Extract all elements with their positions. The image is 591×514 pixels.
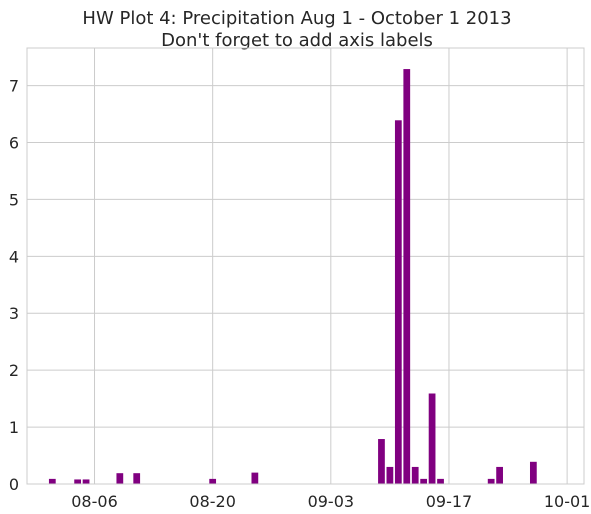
precipitation-bar (133, 473, 140, 484)
y-tick-label: 4 (9, 247, 19, 266)
x-axis-ticks: 08-06 08-20 09-03 09-17 10-01 (71, 492, 590, 511)
y-tick-label: 5 (9, 190, 19, 209)
y-tick-label: 7 (9, 77, 19, 96)
x-tick-label: 10-01 (544, 492, 591, 511)
precipitation-bar (530, 462, 537, 484)
x-tick-label: 08-06 (71, 492, 118, 511)
precipitation-bar (429, 393, 436, 484)
precipitation-bar (437, 479, 444, 484)
precipitation-bar (395, 120, 402, 484)
precipitation-bar (74, 479, 81, 484)
precipitation-bar (378, 439, 385, 484)
precipitation-bar (387, 467, 394, 484)
precipitation-bar (83, 479, 90, 484)
x-tick-label: 09-17 (426, 492, 473, 511)
bars (49, 69, 537, 484)
y-tick-label: 0 (9, 475, 19, 494)
y-tick-label: 6 (9, 133, 19, 152)
precipitation-bar (488, 479, 495, 484)
y-tick-label: 2 (9, 361, 19, 380)
precipitation-bar (420, 479, 427, 484)
y-axis-ticks: 0 1 2 3 4 5 6 7 (9, 77, 19, 494)
precipitation-bar (496, 467, 503, 484)
precipitation-bar (403, 69, 410, 484)
gridlines (27, 48, 584, 484)
chart-title: HW Plot 4: Precipitation Aug 1 - October… (82, 8, 511, 29)
precipitation-bar (251, 473, 258, 484)
y-tick-label: 1 (9, 418, 19, 437)
precipitation-bar (209, 479, 216, 484)
plot-frame (27, 48, 584, 484)
x-tick-label: 09-03 (308, 492, 355, 511)
precipitation-bar (412, 467, 419, 484)
precipitation-bar (49, 479, 56, 484)
x-tick-label: 08-20 (189, 492, 236, 511)
y-tick-label: 3 (9, 304, 19, 323)
precipitation-bar (116, 473, 123, 484)
